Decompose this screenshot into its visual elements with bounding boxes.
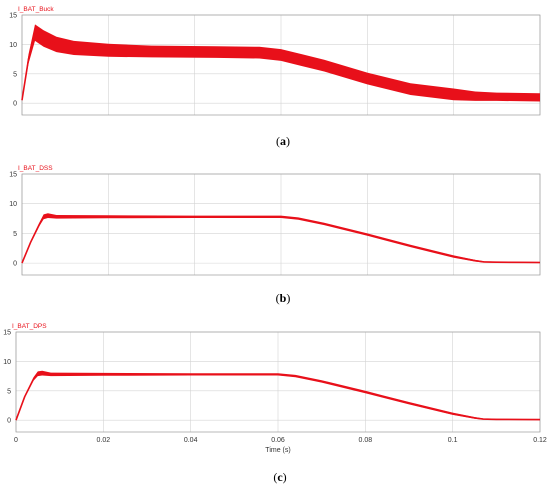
signal-label: I_BAT_DSS xyxy=(18,165,53,172)
x-tick-label: 0 xyxy=(14,437,18,444)
current-trace xyxy=(15,372,541,421)
y-tick-label: 5 xyxy=(13,71,17,78)
signal-label: I_BAT_DPS xyxy=(12,323,47,330)
panel-caption: (a) xyxy=(276,134,290,148)
x-tick-label: 0.06 xyxy=(271,437,285,444)
ripple-band xyxy=(16,370,540,421)
plot-frame xyxy=(21,173,541,276)
y-tick-label: 5 xyxy=(7,388,11,395)
ripple-band xyxy=(22,213,540,264)
current-trace xyxy=(21,214,541,264)
x-tick-label: 0.04 xyxy=(184,437,198,444)
y-tick-label: 10 xyxy=(9,201,17,208)
x-axis-label: Time (s) xyxy=(265,447,290,454)
x-tick-label: 0.1 xyxy=(448,437,458,444)
y-tick-label: 0 xyxy=(13,101,17,108)
chart-panel-i-bat-dss: 0 5 10 15I_BAT_DSS (b) xyxy=(9,165,541,305)
chart-panel-i-bat-dps: 0 5 10 15I_BAT_DPS 0 0.02 0.04 0.06 0.08 0.1 0.12 T… xyxy=(3,323,547,484)
x-tick-label: 0.12 xyxy=(533,437,547,444)
x-tick-label: 0.02 xyxy=(97,437,111,444)
plot-frame xyxy=(21,14,541,116)
y-tick-label: 0 xyxy=(13,261,17,268)
y-tick-label: 5 xyxy=(13,231,17,238)
y-tick-label: 15 xyxy=(3,330,11,337)
y-tick-label: 15 xyxy=(9,172,17,179)
chart-panel-i-bat-buck: 0 5 10 15I_BAT_Buck (a) xyxy=(9,6,541,148)
y-tick-label: 10 xyxy=(9,42,17,49)
signal-label: I_BAT_Buck xyxy=(18,6,54,13)
current-trace xyxy=(21,31,541,101)
panel-caption: (b) xyxy=(276,291,291,305)
y-tick-label: 15 xyxy=(9,13,17,20)
plot-frame xyxy=(15,331,541,433)
x-tick-label: 0.08 xyxy=(359,437,373,444)
panel-caption: (c) xyxy=(273,470,286,484)
y-tick-label: 0 xyxy=(7,418,11,425)
ripple-band xyxy=(22,24,540,102)
y-tick-label: 10 xyxy=(3,359,11,366)
